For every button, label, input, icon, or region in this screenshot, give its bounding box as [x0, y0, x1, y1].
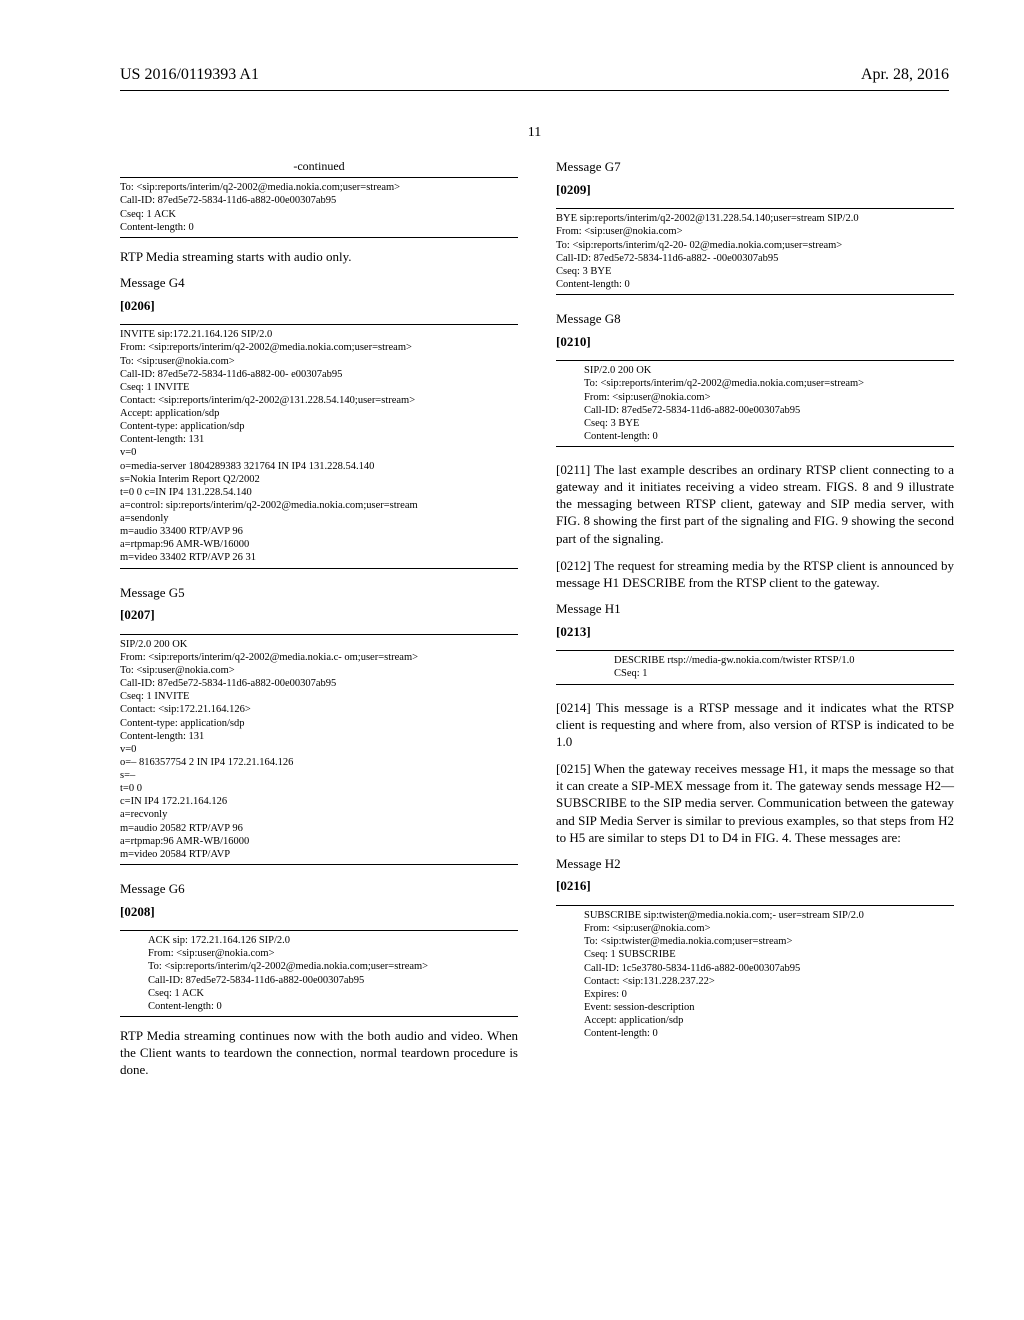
- para-0210: [0210]: [556, 334, 954, 351]
- para-0213: [0213]: [556, 624, 954, 641]
- msg-h2-label: Message H2: [556, 856, 954, 873]
- body-rtp-both: RTP Media streaming continues now with t…: [120, 1027, 518, 1078]
- msg-g7-label: Message G7: [556, 159, 954, 176]
- rule: [120, 237, 518, 238]
- rule: [120, 1016, 518, 1017]
- para-0216: [0216]: [556, 878, 954, 895]
- code-g8: SIP/2.0 200 OK To: <sip:reports/interim/…: [556, 361, 954, 446]
- two-column-layout: -continued To: <sip:reports/interim/q2-2…: [120, 159, 949, 1088]
- code-continued: To: <sip:reports/interim/q2-2002@media.n…: [120, 178, 518, 237]
- publication-date: Apr. 28, 2016: [861, 66, 949, 84]
- continued-label: -continued: [120, 159, 518, 174]
- patent-header: US 2016/0119393 A1 Apr. 28, 2016: [120, 66, 949, 84]
- para-0212: [0212] The request for streaming media b…: [556, 557, 954, 591]
- para-0215: [0215] When the gateway receives message…: [556, 760, 954, 846]
- para-0208: [0208]: [120, 904, 518, 921]
- code-g7: BYE sip:reports/interim/q2-2002@131.228.…: [556, 209, 954, 294]
- msg-g6-label: Message G6: [120, 881, 518, 898]
- msg-g5-label: Message G5: [120, 585, 518, 602]
- rule: [120, 864, 518, 865]
- body-rtp-audio: RTP Media streaming starts with audio on…: [120, 248, 518, 265]
- rule: [120, 568, 518, 569]
- para-0209: [0209]: [556, 182, 954, 199]
- header-divider: [120, 90, 949, 91]
- para-0211: [0211] The last example describes an ord…: [556, 461, 954, 547]
- msg-g8-label: Message G8: [556, 311, 954, 328]
- code-h1: DESCRIBE rtsp://media-gw.nokia.com/twist…: [556, 651, 954, 683]
- left-column: -continued To: <sip:reports/interim/q2-2…: [120, 159, 518, 1088]
- para-0207: [0207]: [120, 607, 518, 624]
- msg-h1-label: Message H1: [556, 601, 954, 618]
- rule: [556, 684, 954, 685]
- code-g5: SIP/2.0 200 OK From: <sip:reports/interi…: [120, 635, 518, 864]
- para-0214: [0214] This message is a RTSP message an…: [556, 699, 954, 750]
- rule: [556, 294, 954, 295]
- code-g6: ACK sip: 172.21.164.126 SIP/2.0 From: <s…: [120, 931, 518, 1016]
- code-h2: SUBSCRIBE sip:twister@media.nokia.com;- …: [556, 906, 954, 1043]
- msg-g4-label: Message G4: [120, 275, 518, 292]
- right-column: Message G7 [0209] BYE sip:reports/interi…: [556, 159, 954, 1088]
- publication-number: US 2016/0119393 A1: [120, 66, 259, 84]
- page-number: 11: [120, 125, 949, 141]
- code-g4: INVITE sip:172.21.164.126 SIP/2.0 From: …: [120, 325, 518, 567]
- rule: [556, 446, 954, 447]
- para-0206: [0206]: [120, 298, 518, 315]
